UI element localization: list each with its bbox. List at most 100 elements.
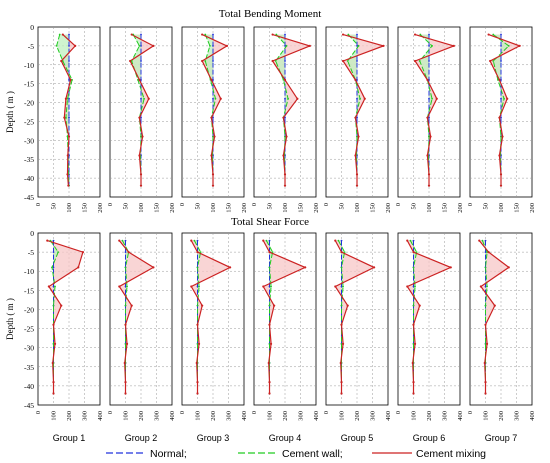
normal-point xyxy=(196,239,199,242)
cement-mixing-area xyxy=(47,240,83,394)
cement-mixing-point xyxy=(354,78,357,81)
cement-wall-point xyxy=(431,44,433,47)
x-tick-label: 400 xyxy=(169,411,176,421)
cement-mixing-point xyxy=(271,33,274,36)
group-label: Group 5 xyxy=(341,433,374,443)
cement-wall-point xyxy=(282,78,285,81)
normal-point xyxy=(140,60,142,62)
x-tick-label: 300 xyxy=(442,411,449,421)
x-tick-label: 300 xyxy=(370,411,377,421)
x-tick-label: 200 xyxy=(385,203,392,213)
cement-mixing-point xyxy=(67,184,70,187)
y-tick-label: -30 xyxy=(24,136,34,145)
cement-wall-point xyxy=(428,135,430,138)
x-tick-label: 100 xyxy=(51,411,58,421)
cement-mixing-point xyxy=(273,304,276,307)
normal-point xyxy=(412,239,415,242)
y-tick-label: -5 xyxy=(28,248,34,257)
cement-mixing-point xyxy=(363,97,366,100)
normal-point xyxy=(52,239,55,242)
normal-point xyxy=(140,97,142,100)
normal-point xyxy=(196,285,199,288)
normal-point xyxy=(500,116,502,119)
cement-wall-point xyxy=(492,60,495,62)
cement-wall-point xyxy=(409,239,412,242)
cement-mixing-point xyxy=(228,266,232,269)
y-tick-label: -25 xyxy=(24,325,34,334)
cement-mixing-point xyxy=(118,285,121,288)
cement-mixing-point xyxy=(64,97,67,100)
cement-mixing-point xyxy=(282,154,285,157)
cement-mixing-line xyxy=(342,34,386,186)
cement-wall-point xyxy=(337,239,340,242)
cement-mixing-point xyxy=(435,97,438,100)
cement-mixing-point xyxy=(485,342,489,345)
cement-mixing-point xyxy=(355,184,359,187)
cement-wall-point xyxy=(484,266,487,269)
cement-mixing-point xyxy=(190,239,193,242)
x-tick-label: 0 xyxy=(179,411,186,414)
cement-mixing-point xyxy=(124,392,127,395)
cement-wall-point xyxy=(55,44,58,47)
x-tick-label: 300 xyxy=(82,411,89,421)
cement-wall-point xyxy=(124,266,127,269)
cement-mixing-area xyxy=(335,240,375,394)
cement-mixing-point xyxy=(201,33,204,36)
normal-point xyxy=(500,44,502,47)
cement-mixing-point xyxy=(139,173,143,176)
cement-mixing-point xyxy=(211,173,215,176)
normal-point xyxy=(284,33,286,36)
cement-wall-point xyxy=(412,342,415,345)
cement-wall-point xyxy=(357,44,360,47)
cement-mixing-point xyxy=(412,392,415,395)
normal-point xyxy=(68,78,70,81)
cement-wall-point xyxy=(71,78,73,81)
cement-wall-point xyxy=(268,304,271,307)
cement-wall-point xyxy=(270,285,272,288)
cement-wall-point xyxy=(274,60,277,62)
cement-mixing-point xyxy=(413,342,417,345)
normal-point xyxy=(428,78,430,81)
cement-wall-point xyxy=(412,266,415,269)
cement-wall-point xyxy=(486,285,488,288)
cement-mixing-line xyxy=(406,240,453,394)
x-tick-label: 100 xyxy=(66,203,73,213)
normal-point xyxy=(284,60,286,62)
x-tick-label: 100 xyxy=(138,203,145,213)
cement-wall-point xyxy=(199,251,202,254)
x-tick-label: 200 xyxy=(498,411,505,421)
cement-mixing-point xyxy=(413,59,417,63)
cement-mixing-point xyxy=(501,135,504,138)
cement-wall-point xyxy=(484,304,487,307)
cement-mixing-point xyxy=(484,323,487,326)
cement-mixing-point xyxy=(46,239,49,242)
cement-mixing-line xyxy=(47,240,84,394)
normal-point xyxy=(124,251,127,254)
x-tick-label: 100 xyxy=(483,411,490,421)
x-tick-label: 150 xyxy=(82,203,89,213)
normal-point xyxy=(212,78,214,81)
cement-mixing-point xyxy=(296,97,299,100)
cement-mixing-point xyxy=(498,78,501,81)
cement-mixing-point xyxy=(60,304,63,307)
cement-mixing-point xyxy=(52,392,55,395)
x-tick-label: 50 xyxy=(483,203,490,210)
cement-mixing-point xyxy=(138,116,141,119)
cement-wall-point xyxy=(66,97,69,100)
cement-wall-point xyxy=(138,44,141,47)
y-tick-label: -35 xyxy=(24,363,34,372)
normal-point xyxy=(212,33,214,36)
normal-point xyxy=(212,97,214,100)
cement-wall-point xyxy=(61,60,64,62)
x-tick-label: 200 xyxy=(97,203,104,213)
cement-mixing-point xyxy=(66,173,69,176)
x-tick-label: 50 xyxy=(267,203,274,210)
cement-mixing-point xyxy=(346,304,349,307)
x-tick-label: 100 xyxy=(282,203,289,213)
cement-mixing-point xyxy=(334,285,337,288)
cement-wall-point xyxy=(343,251,346,254)
x-tick-label: 200 xyxy=(282,411,289,421)
legend-label-1: Normal; xyxy=(150,448,187,460)
cement-mixing-point xyxy=(63,116,66,119)
cement-mixing-point xyxy=(74,44,77,47)
